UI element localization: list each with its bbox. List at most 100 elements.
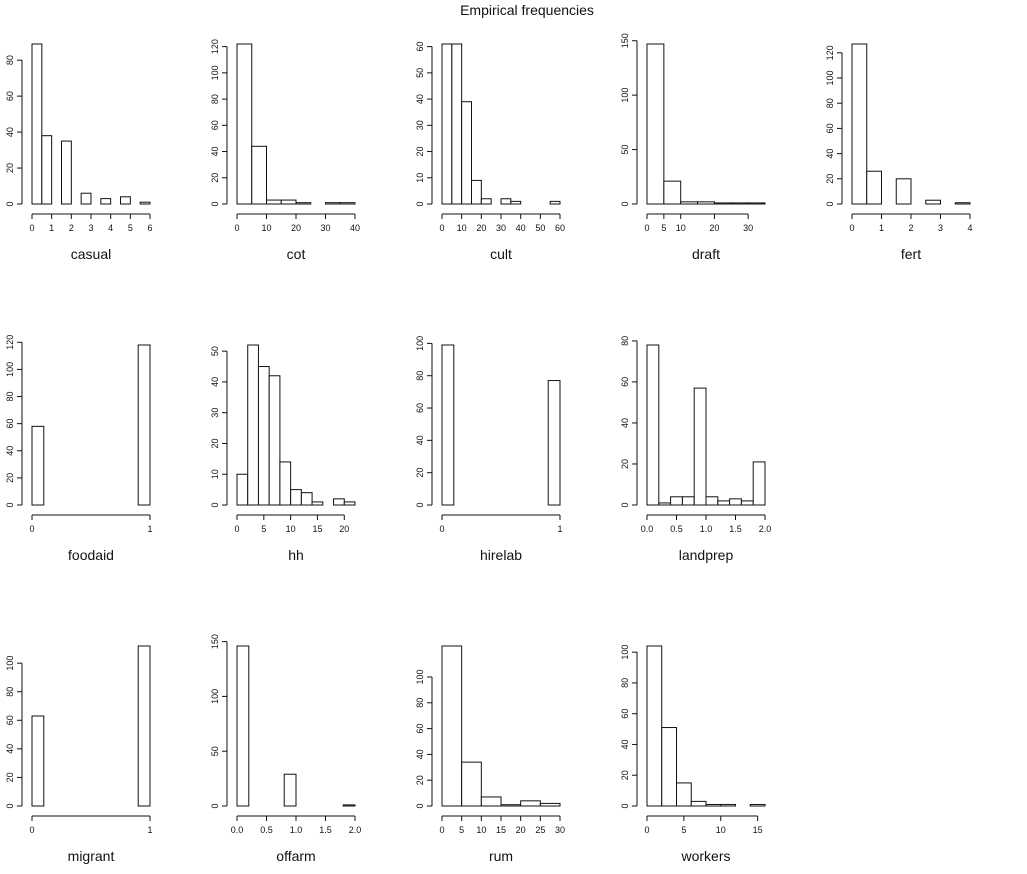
x-tick-label: 3 (88, 223, 93, 233)
x-tick-label: 2.0 (349, 825, 362, 835)
bar (500, 198, 512, 205)
bar (247, 344, 259, 506)
bar (31, 425, 45, 506)
bar (510, 200, 522, 205)
bar (31, 715, 45, 807)
bar (471, 179, 482, 205)
y-tick-label: 80 (5, 392, 15, 402)
y-tick-label: 100 (5, 362, 15, 377)
bar (441, 645, 463, 807)
bar (954, 202, 971, 205)
bar (670, 496, 683, 506)
y-tick-label: 20 (620, 770, 630, 780)
x-tick-label: 0.5 (670, 524, 683, 534)
y-tick-label: 100 (620, 88, 630, 103)
bar (451, 43, 463, 205)
bar (61, 140, 72, 205)
x-tick-label: 30 (496, 223, 506, 233)
y-tick-label: 0 (620, 803, 630, 808)
x-tick-label: 1.5 (729, 524, 742, 534)
bar (705, 803, 722, 807)
bar (461, 761, 482, 807)
bar (925, 199, 941, 205)
y-tick-label: 100 (415, 669, 425, 684)
x-tick-label: 10 (261, 223, 271, 233)
bar (539, 802, 561, 807)
bar (717, 500, 731, 506)
bar (549, 200, 561, 205)
bar (266, 199, 282, 205)
x-tick-label: 10 (476, 825, 486, 835)
y-tick-label: 0 (415, 201, 425, 206)
x-axis-label: draft (692, 246, 720, 262)
bar (236, 645, 250, 807)
y-tick-label: 0 (415, 502, 425, 507)
y-tick-label: 0 (210, 201, 220, 206)
x-tick-label: 20 (516, 825, 526, 835)
bar (713, 202, 732, 205)
x-axis-label: casual (71, 246, 111, 262)
y-tick-label: 40 (5, 446, 15, 456)
y-tick-label: 80 (5, 55, 15, 65)
y-tick-label: 20 (210, 173, 220, 183)
y-tick-label: 100 (5, 656, 15, 671)
bar (290, 489, 302, 506)
x-axis-label: workers (680, 848, 730, 864)
y-tick-label: 80 (620, 678, 630, 688)
bar (120, 196, 131, 205)
x-tick-label: 5 (128, 223, 133, 233)
y-tick-label: 40 (415, 435, 425, 445)
bar (441, 43, 453, 205)
y-tick-label: 0 (620, 502, 630, 507)
bar (280, 199, 297, 205)
bar (283, 773, 297, 807)
x-tick-label: 0 (849, 223, 854, 233)
x-tick-label: 10 (676, 223, 686, 233)
bar (690, 800, 707, 807)
bar (705, 496, 719, 506)
x-tick-label: 1.5 (319, 825, 332, 835)
y-tick-label: 50 (620, 145, 630, 155)
y-tick-label: 150 (620, 33, 630, 48)
x-tick-label: 30 (555, 825, 565, 835)
y-tick-label: 30 (415, 120, 425, 130)
y-tick-label: 60 (5, 715, 15, 725)
bar (139, 201, 151, 205)
bar (646, 344, 660, 506)
y-tick-label: 100 (620, 645, 630, 660)
y-tick-label: 0 (5, 201, 15, 206)
bar (681, 496, 695, 506)
y-tick-label: 20 (5, 163, 15, 173)
x-tick-label: 6 (147, 223, 152, 233)
bar (343, 501, 356, 506)
bar (251, 145, 267, 205)
y-tick-label: 50 (210, 346, 220, 356)
y-tick-label: 0 (5, 803, 15, 808)
x-tick-label: 40 (516, 223, 526, 233)
y-tick-label: 10 (210, 469, 220, 479)
bar (663, 180, 682, 205)
x-tick-label: 1 (557, 524, 562, 534)
bar (500, 804, 522, 807)
y-tick-label: 20 (620, 459, 630, 469)
y-tick-label: 60 (825, 123, 835, 133)
x-axis-label: migrant (68, 848, 115, 864)
bar (747, 202, 766, 205)
x-axis-label: cot (287, 246, 306, 262)
y-tick-label: 120 (210, 39, 220, 54)
y-tick-label: 80 (620, 336, 630, 346)
bar (268, 375, 281, 506)
bar (661, 727, 677, 807)
y-tick-label: 100 (210, 65, 220, 80)
y-tick-label: 60 (415, 42, 425, 52)
x-tick-label: 2 (69, 223, 74, 233)
y-tick-label: 60 (415, 724, 425, 734)
y-tick-label: 20 (415, 775, 425, 785)
x-tick-label: 10 (286, 524, 296, 534)
x-tick-label: 1 (49, 223, 54, 233)
figure-title: Empirical frequencies (460, 2, 594, 18)
x-tick-label: 30 (743, 223, 753, 233)
bar (866, 170, 882, 205)
x-tick-label: 20 (709, 223, 719, 233)
y-tick-label: 20 (825, 174, 835, 184)
